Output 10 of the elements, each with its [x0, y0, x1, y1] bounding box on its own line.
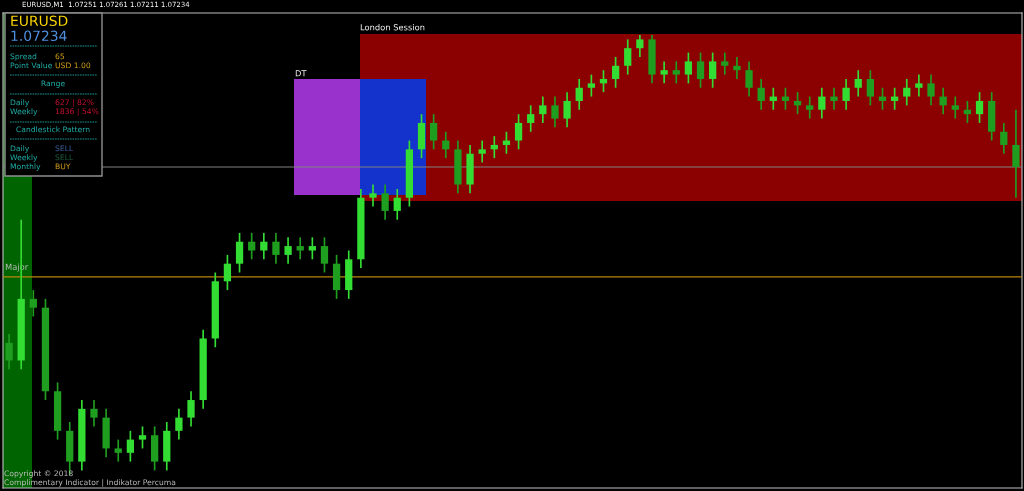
- candlestick: [308, 236, 316, 261]
- candlestick: [369, 183, 377, 208]
- text: London Session: [360, 23, 425, 31]
- annotation: 1.07234: [11, 30, 67, 42]
- candlestick: [138, 425, 147, 450]
- candlestick: [660, 60, 668, 85]
- candlestick: [587, 73, 595, 98]
- text: EURUSD: [11, 15, 68, 27]
- annotation: DT: [295, 70, 307, 77]
- candlestick: [915, 73, 923, 98]
